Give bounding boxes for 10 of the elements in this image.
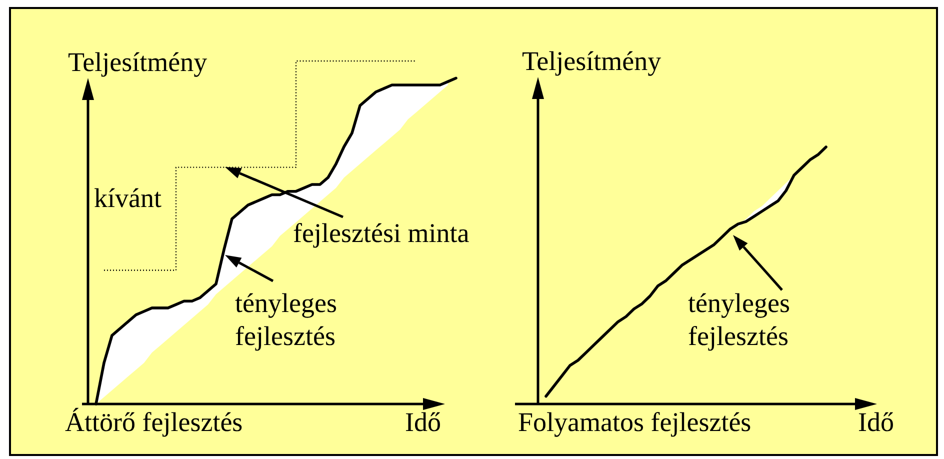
- annotation: fejlesztési minta: [293, 217, 470, 250]
- annotation: kívánt: [94, 182, 162, 215]
- text: Áttörő fejlesztés: [65, 406, 243, 439]
- annotation: tényleges fejlesztés: [235, 287, 338, 353]
- x-axis-title: Idő: [858, 406, 894, 439]
- y-axis-title: Teljesítmény: [522, 45, 662, 78]
- x-axis-title: Idő: [405, 406, 441, 439]
- annotation: tényleges fejlesztés: [688, 287, 791, 353]
- text: Folyamatos fejlesztés: [518, 406, 752, 439]
- y-axis-title: Teljesítmény: [68, 46, 208, 79]
